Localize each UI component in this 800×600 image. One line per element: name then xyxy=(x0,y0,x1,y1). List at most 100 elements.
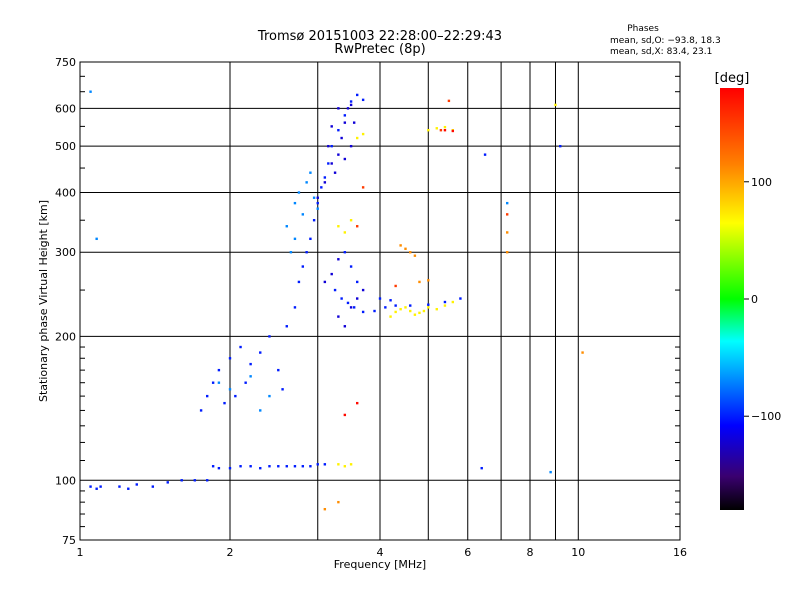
data-point xyxy=(343,157,347,161)
data-point xyxy=(217,466,221,470)
data-point xyxy=(305,251,308,254)
data-point xyxy=(427,128,430,132)
data-point xyxy=(330,144,333,148)
x-axis-label: Frequency [MHz] xyxy=(334,558,426,571)
data-point xyxy=(349,463,353,466)
x-tick-label: 8 xyxy=(527,546,534,559)
data-point xyxy=(327,144,330,148)
data-point xyxy=(394,304,397,307)
data-point xyxy=(337,500,340,504)
data-point xyxy=(346,107,350,110)
data-point xyxy=(349,265,353,268)
data-points xyxy=(89,90,584,511)
data-point xyxy=(422,309,426,313)
data-point xyxy=(249,465,252,468)
data-point xyxy=(297,280,301,284)
data-point xyxy=(268,335,271,338)
data-point xyxy=(361,288,365,292)
data-point xyxy=(320,186,323,189)
data-point xyxy=(293,237,297,241)
data-point xyxy=(443,128,447,132)
plot-frame xyxy=(79,61,681,541)
data-point xyxy=(301,213,305,216)
data-point xyxy=(312,196,316,199)
data-point xyxy=(309,171,312,174)
data-point xyxy=(333,288,337,292)
phase-info-o: mean, sd,O: −93.8, 18.3 xyxy=(610,36,721,46)
data-point xyxy=(309,465,312,468)
data-point xyxy=(337,153,340,156)
data-point xyxy=(451,300,455,304)
colorbar-tick-label: 100 xyxy=(751,176,772,189)
data-point xyxy=(378,297,382,300)
data-point xyxy=(384,306,387,309)
data-point xyxy=(95,487,98,490)
data-point xyxy=(259,466,262,470)
data-point xyxy=(343,231,347,234)
data-point xyxy=(439,128,443,132)
data-point xyxy=(343,413,347,417)
data-point xyxy=(349,144,353,148)
data-point xyxy=(99,485,102,488)
data-point xyxy=(293,306,297,309)
data-point xyxy=(447,99,451,103)
data-point xyxy=(505,231,509,234)
data-point xyxy=(413,254,417,257)
data-point xyxy=(409,304,412,307)
data-point xyxy=(399,244,402,247)
data-point xyxy=(337,225,340,228)
data-point xyxy=(352,306,356,309)
data-point xyxy=(343,465,347,468)
data-point xyxy=(343,325,347,328)
data-point xyxy=(285,325,288,328)
data-point xyxy=(418,280,421,284)
data-point xyxy=(443,304,447,307)
data-point xyxy=(394,310,397,314)
x-tick-label: 10 xyxy=(571,546,585,559)
data-point xyxy=(355,136,359,140)
data-point xyxy=(355,93,359,97)
data-point xyxy=(249,362,252,366)
data-point xyxy=(285,225,288,228)
data-point xyxy=(361,310,365,314)
data-point xyxy=(337,128,340,132)
data-point xyxy=(228,466,232,470)
data-point xyxy=(459,297,462,300)
data-point xyxy=(343,121,347,124)
data-point xyxy=(427,279,430,282)
data-point xyxy=(293,201,297,205)
data-point xyxy=(333,171,337,174)
data-point xyxy=(127,487,130,490)
data-point xyxy=(355,225,359,228)
data-point xyxy=(361,132,365,136)
data-point xyxy=(343,114,347,117)
axis-ticks: 1 2 4 8 16 6 10 75 100 200 300 400 500 600 750 xyxy=(55,56,687,559)
data-point xyxy=(435,307,438,311)
data-point xyxy=(223,401,226,405)
data-point xyxy=(205,394,209,398)
data-point xyxy=(549,470,552,474)
data-point xyxy=(413,313,417,316)
data-point xyxy=(211,381,215,384)
data-point xyxy=(199,409,203,412)
data-point xyxy=(166,481,169,484)
data-point xyxy=(135,483,138,486)
data-point xyxy=(277,368,280,372)
data-point xyxy=(337,463,340,466)
data-point xyxy=(316,196,319,199)
data-point xyxy=(289,251,293,254)
y-tick-label: 750 xyxy=(55,56,76,69)
data-point xyxy=(505,201,509,205)
data-point xyxy=(349,306,353,309)
data-point xyxy=(151,485,155,488)
data-point xyxy=(451,129,455,133)
data-point xyxy=(373,309,376,313)
data-point xyxy=(355,401,359,405)
data-point xyxy=(435,127,438,130)
data-point xyxy=(389,299,392,302)
data-point xyxy=(323,176,327,179)
data-point xyxy=(193,479,197,482)
data-point xyxy=(323,181,327,184)
x-tick-label: 2 xyxy=(227,546,234,559)
data-point xyxy=(217,381,221,384)
